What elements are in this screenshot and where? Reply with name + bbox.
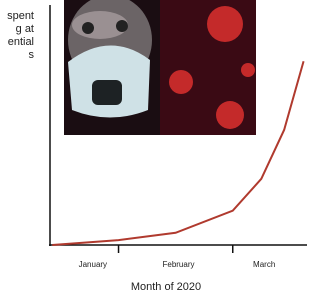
y-axis-label: ential [8, 36, 34, 48]
photo [64, 0, 256, 135]
x-tick-label: March [253, 260, 275, 269]
x-tick-label: February [162, 260, 194, 269]
y-axis-label: g at [16, 23, 34, 35]
x-tick-label: January [79, 260, 107, 269]
y-axis-label: spent [7, 10, 34, 22]
x-axis-label: Month of 2020 [131, 281, 201, 293]
y-axis-label: s [29, 49, 35, 61]
